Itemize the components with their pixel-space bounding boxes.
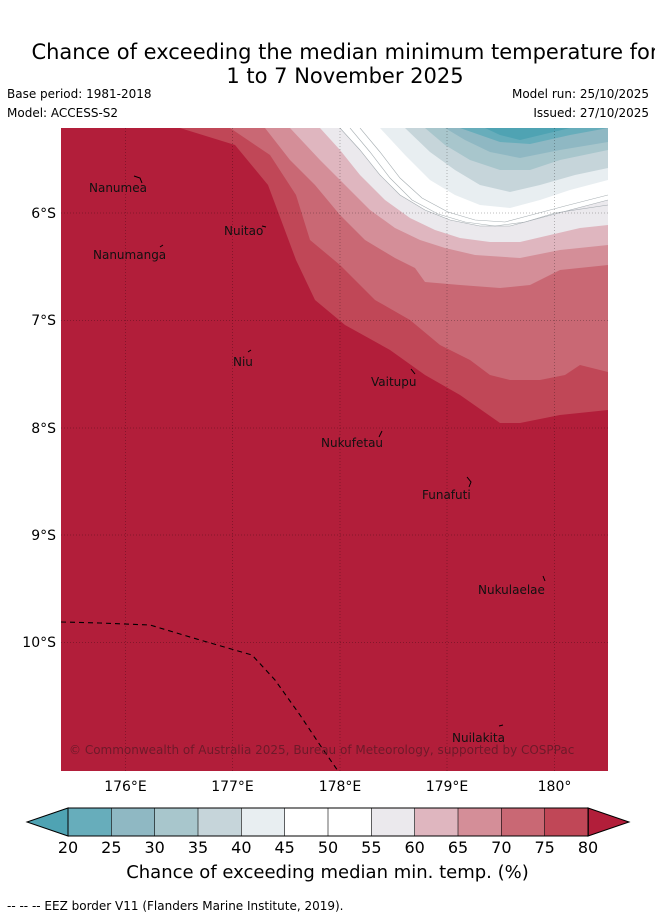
label-nukulaelae: Nukulaelae	[478, 583, 545, 597]
base-period: Base period: 1981-2018	[7, 87, 152, 101]
colorbar-tick-20: 20	[58, 838, 78, 857]
chart-title: Chance of exceeding the median minimum t…	[31, 40, 655, 88]
island-nuilakita	[498, 724, 504, 727]
islands	[133, 175, 546, 727]
colorbar-swatch-55-60	[371, 807, 416, 837]
eez-legend: -- -- -- EEZ border V11 (Flanders Marine…	[7, 899, 344, 913]
colorbar-ticks: 20 25 30 35 40 45 50 55 60 65 70 75 80	[58, 838, 598, 857]
colorbar-tick-80: 80	[578, 838, 598, 857]
colorbar-swatch-50-55	[327, 807, 373, 837]
lon-label-177e: 177°E	[211, 779, 254, 795]
island-nukulaelae	[542, 575, 546, 582]
colorbar: 20 25 30 35 40 45 50 55 60 65 70 75 80	[25, 807, 631, 857]
colorbar-tick-65: 65	[448, 838, 468, 857]
island-niu	[247, 349, 252, 353]
label-nuitao: Nuitao	[224, 224, 263, 238]
island-nuitao	[261, 225, 267, 228]
colorbar-tick-55: 55	[361, 838, 381, 857]
island-funafuti	[466, 476, 472, 488]
issued-date: Issued: 27/10/2025	[533, 106, 649, 120]
model-run-date: Model run: 25/10/2025	[511, 87, 649, 101]
label-nanumea: Nanumea	[89, 181, 147, 195]
contour-lines	[339, 128, 608, 227]
model-name: Model: ACCESS-S2	[7, 106, 119, 120]
lon-label-180: 180°	[538, 779, 572, 795]
colorbar-swatch-60-65	[414, 807, 459, 837]
colorbar-swatch-70-75	[501, 807, 546, 837]
lat-label-10s: 10°S	[22, 635, 56, 651]
island-nukufetau	[378, 430, 383, 438]
label-nanumanga: Nanumanga	[93, 248, 166, 262]
colorbar-under-arrow	[25, 807, 69, 837]
label-niu: Niu	[233, 355, 253, 369]
label-vaitupu: Vaitupu	[371, 375, 417, 389]
colorbar-tick-25: 25	[101, 838, 121, 857]
band-under-20	[485, 128, 570, 140]
place-labels: Nanumea Nuitao Nanumanga Niu Vaitupu Nuk…	[89, 181, 545, 745]
latitude-labels: 6°S 7°S 8°S 9°S 10°S	[22, 206, 56, 651]
label-funafuti: Funafuti	[422, 488, 471, 502]
grid-lines	[61, 128, 608, 771]
colorbar-swatch-75-80	[544, 807, 589, 837]
label-nukufetau: Nukufetau	[321, 436, 383, 450]
colorbar-tick-50: 50	[318, 838, 338, 857]
lon-label-178e: 178°E	[319, 779, 362, 795]
lat-label-8s: 8°S	[31, 421, 56, 437]
colorbar-swatches	[67, 807, 589, 837]
copyright-text: © Commonwealth of Australia 2025, Bureau…	[69, 743, 574, 757]
lon-label-179e: 179°E	[426, 779, 469, 795]
island-vaitupu	[410, 368, 416, 375]
colorbar-swatch-20-25	[67, 807, 113, 837]
colorbar-swatch-25-30	[111, 807, 156, 837]
colorbar-swatch-30-35	[154, 807, 199, 837]
island-nanumanga	[159, 244, 164, 248]
colorbar-swatch-45-50	[284, 807, 329, 837]
colorbar-swatch-65-70	[457, 807, 503, 837]
colorbar-outline	[67, 807, 589, 837]
colorbar-tick-60: 60	[404, 838, 424, 857]
colorbar-tick-75: 75	[534, 838, 554, 857]
colorbar-over-arrow	[587, 807, 631, 837]
longitude-labels: 176°E 177°E 178°E 179°E 180°	[104, 779, 571, 795]
probability-field: Nanumea Nuitao Nanumanga Niu Vaitupu Nuk…	[61, 128, 608, 771]
colorbar-tick-70: 70	[491, 838, 511, 857]
colorbar-tick-30: 30	[144, 838, 164, 857]
lat-label-6s: 6°S	[31, 206, 56, 222]
label-nuilakita: Nuilakita	[452, 731, 505, 745]
colorbar-label: Chance of exceeding median min. temp. (%…	[126, 862, 529, 883]
lon-label-176e: 176°E	[104, 779, 147, 795]
island-nanumea	[133, 175, 143, 184]
colorbar-swatch-35-40	[197, 807, 243, 837]
colorbar-tick-45: 45	[274, 838, 294, 857]
colorbar-tick-40: 40	[231, 838, 251, 857]
eez-border	[61, 621, 339, 771]
lat-label-9s: 9°S	[31, 528, 56, 544]
colorbar-swatch-40-45	[241, 807, 286, 837]
lat-label-7s: 7°S	[31, 313, 56, 329]
colorbar-tick-35: 35	[188, 838, 208, 857]
